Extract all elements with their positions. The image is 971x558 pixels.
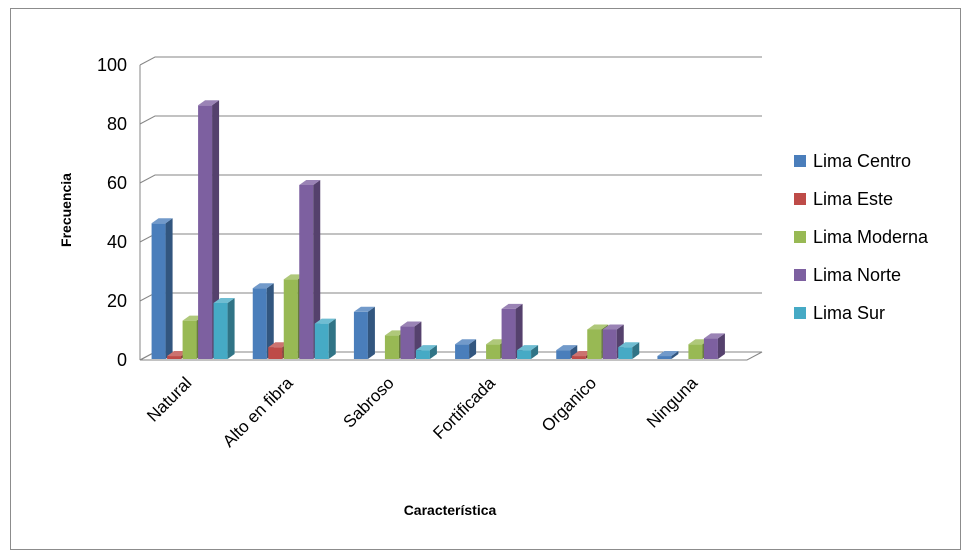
legend: Lima Centro Lima Este Lima Moderna Lima Nor…: [794, 151, 929, 323]
y-tick-label: 60: [107, 173, 127, 193]
legend-label: Lima Este: [813, 189, 893, 209]
bar-lima-centro: [455, 339, 477, 359]
bar-lima-sur: [415, 345, 437, 359]
x-tick-label: Fortificada: [429, 373, 499, 443]
gridline: [139, 174, 762, 184]
x-tick-label: Sabroso: [340, 373, 398, 431]
y-axis-title: Frecuencia: [58, 173, 74, 247]
legend-swatch: [794, 155, 806, 167]
legend-swatch: [794, 231, 806, 243]
bar-lima-centro: [353, 306, 375, 359]
legend-label: Lima Sur: [813, 303, 885, 323]
y-tick-label: 20: [107, 291, 127, 311]
legend-label: Lima Centro: [813, 151, 911, 171]
bar-lima-norte: [703, 333, 725, 359]
legend-swatch: [794, 193, 806, 205]
legend-item: Lima Sur: [794, 303, 885, 323]
legend-item: Lima Moderna: [794, 227, 929, 247]
x-axis-title: Característica: [404, 502, 497, 518]
gridline: [139, 56, 762, 66]
bar-lima-sur: [314, 318, 336, 359]
bar-lima-centro: [252, 283, 274, 359]
bars: [151, 100, 725, 360]
x-tick-label: Ninguna: [643, 373, 702, 432]
bar-lima-centro: [657, 351, 679, 359]
legend-item: Lima Norte: [794, 265, 901, 285]
y-tick-label: 80: [107, 114, 127, 134]
y-axis-ticks: 0 20 40 60 80 100: [97, 55, 127, 370]
legend-swatch: [794, 307, 806, 319]
bar-lima-sur: [517, 345, 539, 359]
bar-lima-norte: [501, 303, 523, 359]
x-tick-label: Alto en fibra: [219, 373, 297, 451]
bar-lima-norte: [602, 324, 624, 359]
bar-lima-norte: [400, 321, 422, 359]
legend-item: Lima Este: [794, 189, 893, 209]
bar-lima-centro: [556, 345, 578, 359]
gridline: [139, 233, 762, 243]
legend-label: Lima Moderna: [813, 227, 929, 247]
x-tick-label: Organico: [538, 373, 600, 435]
x-tick-label: Natural: [143, 373, 195, 425]
legend-swatch: [794, 269, 806, 281]
legend-item: Lima Centro: [794, 151, 911, 171]
y-tick-label: 40: [107, 232, 127, 252]
y-tick-label: 0: [117, 350, 127, 370]
bar-lima-norte: [299, 179, 321, 359]
x-axis-ticks: Natural Alto en fibra Sabroso Fortificada Or…: [143, 373, 701, 451]
legend-label: Lima Norte: [813, 265, 901, 285]
bar-lima-centro: [151, 218, 173, 359]
bar-lima-sur: [618, 342, 640, 359]
bar-lima-norte: [198, 100, 220, 360]
bar-lima-sur: [213, 297, 235, 359]
y-tick-label: 100: [97, 55, 127, 75]
gridline: [139, 115, 762, 125]
